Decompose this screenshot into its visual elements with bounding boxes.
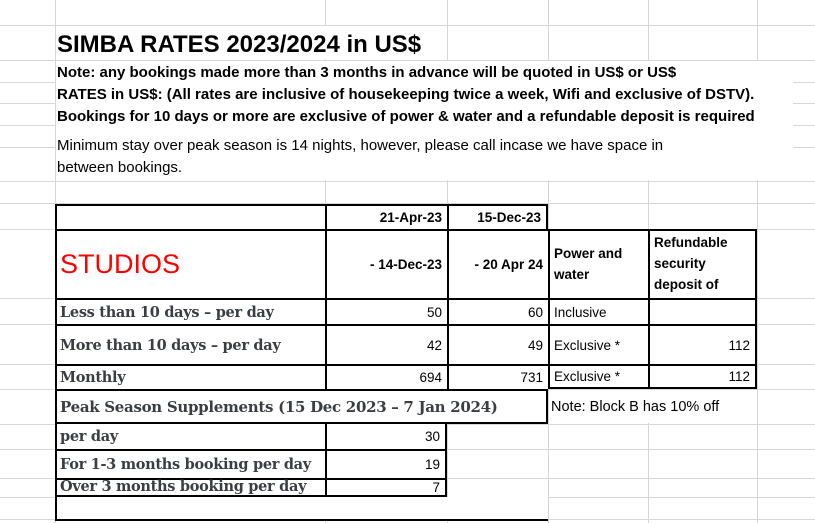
cell-period1-start[interactable]: 21-Apr-23 [325,204,447,229]
peak-row-value-cell[interactable]: 30 [325,424,447,449]
note-line-4[interactable]: Minimum stay over peak season is 14 nigh… [57,137,664,154]
row-label-cell[interactable]: More than 10 days – per day [55,324,325,364]
column-header-power-water[interactable]: Power and water [548,229,648,298]
rate1-cell[interactable]: 50 [325,298,447,324]
gridline-v [757,0,758,523]
peak-season-header-cell[interactable]: Peak Season Supplements (15 Dec 2023 – 7… [55,389,548,424]
peak-row-label-cell[interactable]: Over 3 months booking per day [55,478,325,497]
rate2-cell[interactable]: 731 [447,364,548,389]
note-line-2[interactable]: RATES in US$: (All rates are inclusive o… [57,86,755,103]
page-title[interactable]: SIMBA RATES 2023/2024 in US$ [57,31,422,58]
note-line-3[interactable]: Bookings for 10 days or more are exclusi… [57,108,755,125]
power-cell[interactable]: Exclusive * [548,364,648,389]
title-cell-background [56,26,428,59]
block-b-note[interactable]: Note: Block B has 10% off [551,390,756,423]
power-cell[interactable]: Inclusive [548,298,648,324]
section-label-studios[interactable]: STUDIOS [55,229,325,298]
rate2-cell[interactable]: 60 [447,298,548,324]
cell-empty-footer[interactable] [55,497,548,521]
rate1-cell[interactable]: 694 [325,364,447,389]
deposit-cell[interactable] [648,298,757,324]
note-line-5[interactable]: between bookings. [57,159,183,176]
peak-row-value-cell[interactable]: 7 [325,478,447,497]
gridline-h [0,25,815,26]
power-cell[interactable]: Exclusive * [548,324,648,364]
cell-blank-header[interactable] [55,204,325,229]
row-label-cell[interactable]: Monthly [55,364,325,389]
gridline-h [0,60,815,61]
peak-row-label-cell[interactable]: per day [55,424,325,449]
cell-period2-start[interactable]: 15-Dec-23 [447,204,548,229]
rate2-cell[interactable]: 49 [447,324,548,364]
deposit-cell[interactable]: 112 [648,364,757,389]
column-header-deposit[interactable]: Refundable security deposit of [648,229,757,298]
cell-period2-end[interactable]: - 20 Apr 24 [447,229,548,298]
cell-period1-end[interactable]: - 14-Dec-23 [325,229,447,298]
gridline-h [0,203,815,204]
note-line-1[interactable]: Note: any bookings made more than 3 mont… [57,64,677,81]
rate1-cell[interactable]: 42 [325,324,447,364]
peak-row-value-cell[interactable]: 19 [325,449,447,478]
notes-cell-background [56,61,793,180]
deposit-cell[interactable]: 112 [648,324,757,364]
row-label-cell[interactable]: Less than 10 days – per day [55,298,325,324]
peak-row-label-cell[interactable]: For 1-3 months booking per day [55,449,325,478]
gridline-h [0,181,815,182]
